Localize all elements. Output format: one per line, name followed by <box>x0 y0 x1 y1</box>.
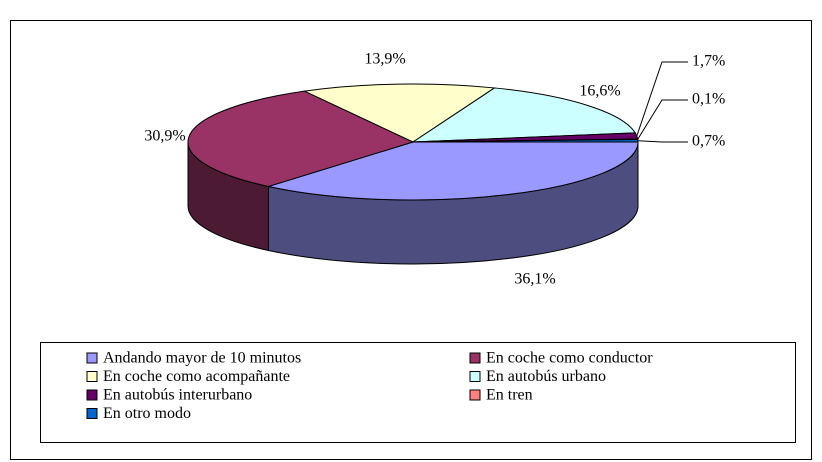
leader-line <box>637 99 688 140</box>
data-label: 1,7% <box>692 53 725 70</box>
legend-swatch <box>86 352 98 364</box>
legend-label: Andando mayor de 10 minutos <box>103 350 301 367</box>
legend-label: En autobús urbano <box>486 368 606 385</box>
leader-line <box>637 140 688 143</box>
slice <box>411 87 637 143</box>
legend-swatch <box>86 371 98 382</box>
legend-label: En coche como conductor <box>486 350 653 367</box>
data-label: 13,9% <box>364 51 405 68</box>
data-label: 0,7% <box>692 133 725 150</box>
legend-swatch <box>86 389 98 401</box>
legend-label: En tren <box>486 387 533 404</box>
legend-swatch <box>469 389 481 401</box>
data-label: 36,1% <box>514 271 555 288</box>
legend-swatch <box>86 408 98 419</box>
legend-label: En autobús interurbano <box>103 387 252 404</box>
slice <box>302 83 496 143</box>
leader-line <box>636 61 688 137</box>
data-label: 16,6% <box>579 83 620 100</box>
slice <box>412 138 639 143</box>
slice <box>266 141 639 201</box>
legend-swatch <box>469 371 481 382</box>
legend-box <box>40 342 796 443</box>
legend-label: En otro modo <box>103 405 191 422</box>
legend-swatch <box>469 352 481 364</box>
slice <box>187 90 415 187</box>
data-label: 0,1% <box>692 91 725 108</box>
legend-label: En coche como acompañante <box>103 368 290 385</box>
data-label: 30,9% <box>144 128 185 145</box>
